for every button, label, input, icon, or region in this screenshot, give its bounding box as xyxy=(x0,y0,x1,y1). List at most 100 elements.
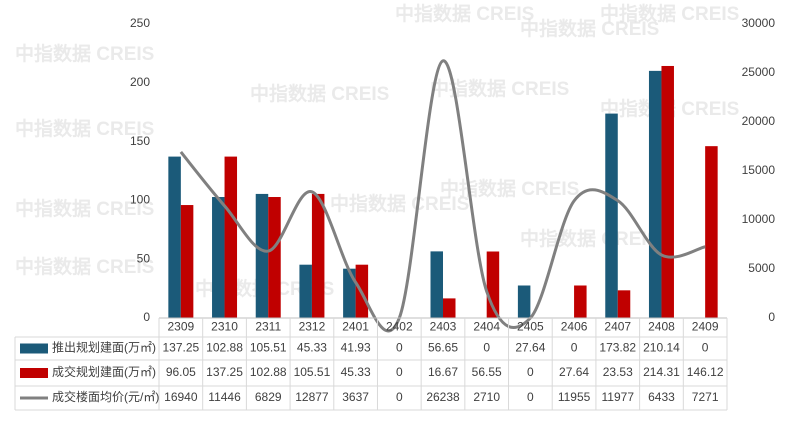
bar xyxy=(605,113,618,318)
bar xyxy=(517,285,531,318)
x-tick-label: 2409 xyxy=(692,320,719,334)
bar xyxy=(255,193,269,318)
watermark: 中指数据 CREIS xyxy=(600,2,739,25)
table-value: 27.64 xyxy=(515,341,545,355)
bar xyxy=(311,193,325,318)
bar xyxy=(430,251,443,318)
table-value: 214.31 xyxy=(643,365,680,379)
table-value: 0 xyxy=(571,341,578,355)
table-value: 41.93 xyxy=(341,341,371,355)
table-value: 96.05 xyxy=(166,365,196,379)
x-tick-label: 2406 xyxy=(561,320,588,334)
bar xyxy=(661,65,674,319)
table-value: 105.51 xyxy=(294,365,331,379)
table-value: 23.53 xyxy=(603,365,633,379)
table-value: 137.25 xyxy=(206,365,243,379)
watermark: 中指数据 CREIS xyxy=(395,2,534,25)
table-value: 0 xyxy=(396,390,403,404)
y-tick-label: 200 xyxy=(130,75,150,89)
watermark: 中指数据 CREIS xyxy=(520,227,659,250)
watermark: 中指数据 CREIS xyxy=(15,42,154,65)
x-tick-label: 2310 xyxy=(211,320,238,334)
table-value: 102.88 xyxy=(250,365,287,379)
y2-tick-label: 10000 xyxy=(742,212,776,226)
table-value: 0 xyxy=(527,390,534,404)
table-value: 6433 xyxy=(648,390,675,404)
watermark: 中指数据 CREIS xyxy=(15,117,154,140)
bar xyxy=(168,156,181,318)
legend-label: 成交楼面均价(元/㎡) xyxy=(52,389,159,404)
x-tick-label: 2405 xyxy=(517,320,544,334)
x-tick-label: 2403 xyxy=(430,320,457,334)
bar xyxy=(212,197,225,318)
watermark: 中指数据 CREIS xyxy=(430,77,569,100)
legend-label: 成交规划建面(万㎡) xyxy=(52,364,156,379)
y2-tick-label: 0 xyxy=(768,310,775,324)
table-value: 210.14 xyxy=(643,341,680,355)
table-value: 12877 xyxy=(295,390,329,404)
bar xyxy=(617,290,631,318)
table-value: 26238 xyxy=(426,390,460,404)
x-tick-label: 2407 xyxy=(604,320,631,334)
watermark: 中指数据 CREIS xyxy=(250,82,389,105)
y-tick-label: 100 xyxy=(130,193,150,207)
table-value: 11955 xyxy=(558,390,591,404)
x-tick-label: 2401 xyxy=(342,320,369,334)
y2-tick-label: 30000 xyxy=(742,16,776,30)
table-value: 102.88 xyxy=(206,341,243,355)
table-value: 0 xyxy=(702,341,709,355)
x-tick-label: 2312 xyxy=(299,320,326,334)
table-value: 45.33 xyxy=(341,365,371,379)
y2-tick-label: 25000 xyxy=(742,65,776,79)
legend-swatch xyxy=(20,343,48,354)
bar xyxy=(705,146,718,318)
table-value: 16.67 xyxy=(428,365,458,379)
y-tick-label: 250 xyxy=(130,16,150,30)
y-tick-label: 0 xyxy=(143,310,150,324)
watermark: 中指数据 CREIS xyxy=(15,197,154,220)
table-value: 56.65 xyxy=(428,341,458,355)
table-value: 146.12 xyxy=(687,365,724,379)
legend-swatch xyxy=(20,368,48,378)
legend-label: 推出规划建面(万㎡) xyxy=(52,340,156,355)
table-value: 173.82 xyxy=(599,341,636,355)
table-value: 11446 xyxy=(208,390,241,404)
table-value: 56.55 xyxy=(472,365,502,379)
x-tick-label: 2404 xyxy=(473,320,500,334)
bar xyxy=(180,205,194,318)
bar xyxy=(224,156,238,318)
table-value: 11977 xyxy=(602,390,635,404)
bar xyxy=(268,197,281,318)
table-value: 105.51 xyxy=(250,341,287,355)
bar xyxy=(299,264,312,318)
y2-tick-label: 20000 xyxy=(742,114,776,128)
table-value: 27.64 xyxy=(559,365,589,379)
y2-tick-label: 5000 xyxy=(748,261,775,275)
watermark: 中指数据 CREIS xyxy=(330,192,469,215)
y2-tick-label: 15000 xyxy=(742,163,776,177)
table-value: 45.33 xyxy=(297,341,327,355)
table-value: 0 xyxy=(527,365,534,379)
y-tick-label: 150 xyxy=(130,134,150,148)
x-tick-label: 2311 xyxy=(255,320,281,334)
watermark: 中指数据 CREIS xyxy=(15,255,154,278)
bar xyxy=(443,298,456,318)
bar xyxy=(574,285,587,318)
table-value: 7271 xyxy=(692,390,719,404)
watermark: 中指数据 CREIS xyxy=(440,177,579,200)
x-tick-label: 2309 xyxy=(167,320,194,334)
bar xyxy=(343,268,356,318)
table-value: 0 xyxy=(483,341,490,355)
table-value: 16940 xyxy=(164,390,198,404)
y-tick-label: 50 xyxy=(137,251,151,265)
table-value: 0 xyxy=(396,341,403,355)
watermark: 中指数据 CREIS xyxy=(520,17,659,40)
table-value: 3637 xyxy=(342,390,369,404)
table-value: 2710 xyxy=(473,390,500,404)
table-value: 6829 xyxy=(255,390,282,404)
x-tick-label: 2408 xyxy=(648,320,675,334)
table-value: 0 xyxy=(396,365,403,379)
line xyxy=(179,59,706,333)
bar xyxy=(648,70,662,318)
